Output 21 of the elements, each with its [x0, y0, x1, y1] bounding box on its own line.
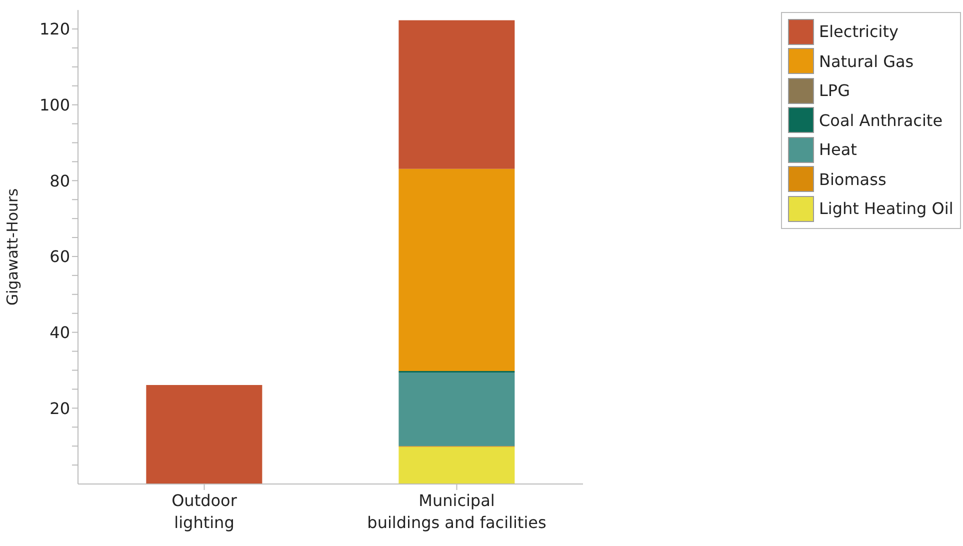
legend-label: Natural Gas — [819, 52, 914, 71]
y-axis-title: Gigawatt-Hours — [3, 188, 22, 306]
bar — [398, 20, 515, 169]
y-tick-label: 120 — [39, 20, 70, 39]
legend-label: Heat — [819, 140, 857, 160]
legend-label: Biomass — [819, 170, 886, 189]
x-tick-label: Outdoor lighting — [172, 491, 238, 532]
bar — [398, 446, 515, 484]
legend-label: LPG — [819, 81, 850, 100]
y-tick-label: 100 — [39, 95, 70, 114]
legend-label: Light Heating Oil — [819, 199, 954, 218]
legend-label: Electricity — [819, 22, 898, 42]
legend-label: Coal Anthracite — [819, 110, 943, 130]
y-tick-label: 20 — [50, 398, 70, 418]
y-tick-label: 40 — [50, 323, 70, 342]
bar — [398, 168, 515, 371]
y-tick-label: 60 — [50, 247, 70, 266]
bar — [146, 385, 262, 484]
bar — [398, 372, 515, 446]
x-tick-label: Municipal buildings and facilities — [367, 491, 546, 532]
y-tick-label: 80 — [50, 171, 70, 190]
